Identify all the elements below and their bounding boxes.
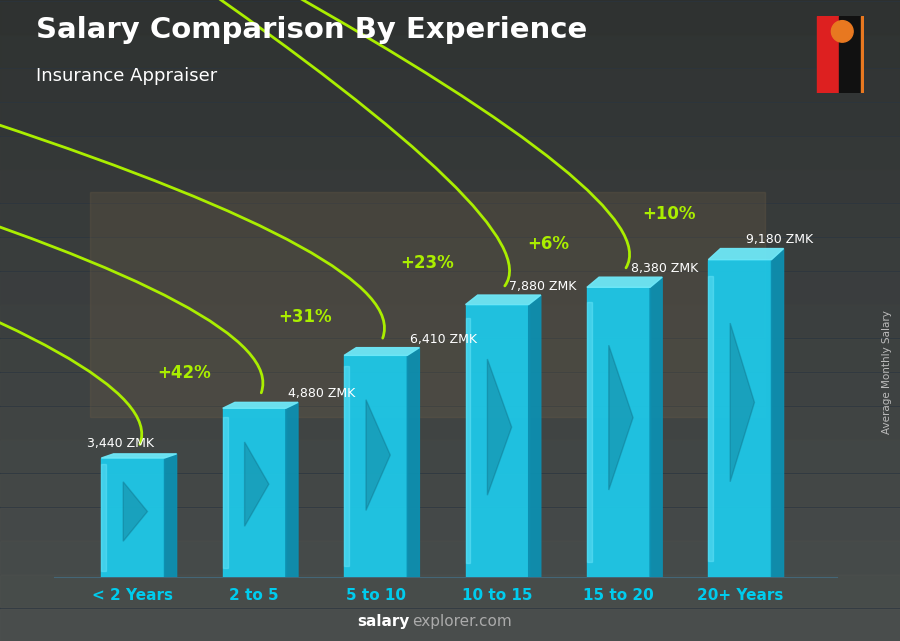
Polygon shape xyxy=(245,442,269,526)
Bar xyxy=(222,408,286,577)
Polygon shape xyxy=(286,403,298,577)
Bar xyxy=(0,406,900,438)
Polygon shape xyxy=(587,277,662,287)
Text: +6%: +6% xyxy=(527,235,569,253)
Text: 9,180 ZMK: 9,180 ZMK xyxy=(746,233,813,246)
Bar xyxy=(0,137,900,169)
Bar xyxy=(861,16,883,93)
Polygon shape xyxy=(222,417,228,569)
Bar xyxy=(0,103,900,135)
Text: 4,880 ZMK: 4,880 ZMK xyxy=(288,387,356,399)
Bar xyxy=(0,508,900,540)
Bar xyxy=(0,440,900,472)
Polygon shape xyxy=(771,249,784,577)
Polygon shape xyxy=(488,359,512,495)
Bar xyxy=(0,171,900,203)
Bar xyxy=(0,609,900,641)
Text: 8,380 ZMK: 8,380 ZMK xyxy=(631,262,698,275)
Bar xyxy=(465,304,528,577)
Text: +31%: +31% xyxy=(278,308,332,326)
Text: 3,440 ZMK: 3,440 ZMK xyxy=(86,437,154,450)
Polygon shape xyxy=(102,464,106,571)
Bar xyxy=(817,16,839,93)
Polygon shape xyxy=(708,276,713,561)
Bar xyxy=(0,305,900,337)
Bar xyxy=(0,474,900,506)
Polygon shape xyxy=(465,318,471,563)
Text: 6,410 ZMK: 6,410 ZMK xyxy=(410,333,477,345)
Polygon shape xyxy=(708,249,784,260)
Polygon shape xyxy=(222,403,298,408)
Bar xyxy=(0,272,900,304)
Bar xyxy=(0,542,900,574)
Text: +10%: +10% xyxy=(643,204,697,223)
Text: +23%: +23% xyxy=(400,254,454,272)
Bar xyxy=(0,69,900,101)
Bar xyxy=(90,192,765,417)
Bar xyxy=(102,458,165,577)
Polygon shape xyxy=(123,482,148,541)
Polygon shape xyxy=(730,323,754,482)
Polygon shape xyxy=(650,277,662,577)
Polygon shape xyxy=(102,454,176,458)
Text: explorer.com: explorer.com xyxy=(412,615,512,629)
Bar xyxy=(708,260,771,577)
Bar xyxy=(0,204,900,236)
Polygon shape xyxy=(165,454,176,577)
Bar xyxy=(839,16,861,93)
Text: Insurance Appraiser: Insurance Appraiser xyxy=(36,67,217,85)
Text: Salary Comparison By Experience: Salary Comparison By Experience xyxy=(36,16,587,44)
Text: Average Monthly Salary: Average Monthly Salary xyxy=(881,310,892,434)
Polygon shape xyxy=(366,400,391,510)
Circle shape xyxy=(832,21,853,42)
Polygon shape xyxy=(608,345,633,490)
Polygon shape xyxy=(465,295,541,304)
Polygon shape xyxy=(528,295,541,577)
Bar xyxy=(587,287,650,577)
Bar xyxy=(0,238,900,270)
Polygon shape xyxy=(587,302,592,562)
Text: +42%: +42% xyxy=(157,364,211,383)
Polygon shape xyxy=(408,347,419,577)
Text: salary: salary xyxy=(357,615,410,629)
Bar xyxy=(0,373,900,405)
Bar xyxy=(0,575,900,607)
Bar xyxy=(344,355,408,577)
Polygon shape xyxy=(344,347,419,355)
Text: 7,880 ZMK: 7,880 ZMK xyxy=(509,280,577,293)
Bar xyxy=(0,35,900,67)
Bar xyxy=(0,2,900,34)
Bar xyxy=(0,339,900,371)
Polygon shape xyxy=(344,367,349,566)
